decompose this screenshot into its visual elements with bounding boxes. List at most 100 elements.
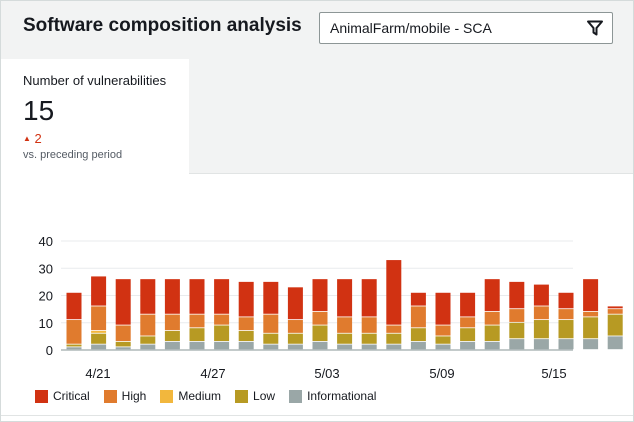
metric-tiles-background [189,59,633,174]
bar-segment-low [287,333,303,344]
bar-segment-informational [583,339,599,350]
legend-swatch [235,389,249,403]
legend-item-high[interactable]: High [103,389,146,403]
bar-segment-high [435,325,451,336]
bar-segment-critical [140,279,156,314]
widget-title: Software composition analysis [23,15,302,36]
bar-segment-high [189,314,205,328]
legend-swatch [160,389,174,403]
bar-segment-critical [533,284,549,306]
bar-segment-critical [263,281,279,314]
bar-segment-high [484,311,500,325]
bar-segment-critical [558,292,574,309]
metric-delta: ▲ 2 [23,131,42,146]
bar-segment-informational [509,339,525,350]
bar-segment-high [91,306,107,331]
bar-segment-high [386,325,402,333]
x-tick-label: 5/09 [429,366,454,381]
bar-segment-high [238,317,254,331]
bar-segment-high [312,311,328,325]
bar-segment-low [509,322,525,339]
y-tick-label: 10 [39,316,53,331]
y-tick-label: 0 [46,343,53,358]
bar-segment-high [337,317,353,333]
bar-segment-low [263,333,279,344]
legend-item-low[interactable]: Low [235,389,275,403]
bar-segment-low [386,333,402,344]
bar-segment-high [558,309,574,320]
legend-item-informational[interactable]: Informational [289,389,376,403]
bar-segment-critical [66,292,82,320]
legend-label: Informational [307,389,377,403]
legend-label: Critical [53,389,90,403]
bar-segment-high [164,314,180,331]
legend-item-critical[interactable]: Critical [35,389,90,403]
bar-segment-critical [164,279,180,314]
bar-segment-low [460,328,476,342]
bar-segment-low [140,336,156,344]
x-tick-label: 5/03 [314,366,339,381]
bar-segment-low [558,320,574,339]
metric-value: 15 [23,95,55,126]
bar-segment-informational [484,341,500,350]
bar-segment-informational [533,339,549,350]
bar-segment-low [533,320,549,339]
bar-segment-low [484,325,500,342]
bar-segment-informational [164,341,180,350]
bar-segment-low [583,317,599,339]
bar-segment-informational [214,341,230,350]
bar-segment-critical [435,292,451,325]
bar-segment-high [410,306,426,328]
y-tick-label: 30 [39,261,53,276]
bar-segment-low [410,328,426,342]
divider [1,415,633,416]
bar-segment-critical [214,279,230,314]
bar-segment-critical [583,279,599,312]
bar-segment-critical [484,279,500,312]
bar-segment-informational [140,344,156,350]
bar-segment-critical [312,279,328,312]
repository-filter-value[interactable]: AnimalFarm/mobile - SCA [330,20,492,36]
bar-segment-critical [337,279,353,317]
bar-segment-high [509,309,525,322]
bar-segment-low [115,341,131,347]
bar-segment-high [361,317,377,333]
legend-item-medium[interactable]: Medium [160,389,221,403]
bar-segment-critical [115,279,131,325]
bar-segment-informational [337,344,353,350]
triangle-up-icon: ▲ [23,134,31,143]
bar-segment-informational [558,339,574,350]
bar-segment-informational [238,341,254,350]
bar-segment-high [115,325,131,342]
bar-segment-informational [91,344,107,350]
y-tick-label: 40 [39,234,53,249]
bar-segment-informational [386,344,402,350]
legend-swatch [103,389,117,403]
bar-segment-critical [361,279,377,317]
bar-segment-high [214,314,230,325]
repository-filter[interactable]: AnimalFarm/mobile - SCA [319,12,613,44]
bar-segment-critical [91,276,107,306]
bar-segment-high [607,309,623,314]
metric-period-text: vs. preceding period [23,149,123,161]
bar-segment-low [238,330,254,342]
bar-segment-low [189,328,205,342]
chart-legend: Critical High Medium Low Informational [35,389,390,403]
bar-segment-high [140,314,156,336]
legend-swatch [289,389,303,403]
bar-segment-informational [312,341,328,350]
legend-swatch [35,389,48,403]
legend-label: Medium [178,389,222,403]
bar-segment-critical [509,281,525,309]
bar-segment-low [607,314,623,336]
bar-segment-informational [66,347,82,350]
x-tick-label: 4/27 [200,366,225,381]
bar-segment-low [312,325,328,342]
vulnerability-count-tile: Number of vulnerabilities 15 ▲ 2 vs. pre… [1,59,189,173]
bar-segment-high [533,306,549,320]
legend-label: Low [253,389,276,403]
y-tick-label: 20 [39,289,53,304]
filter-icon[interactable] [584,17,606,39]
bar-segment-informational [410,341,426,350]
